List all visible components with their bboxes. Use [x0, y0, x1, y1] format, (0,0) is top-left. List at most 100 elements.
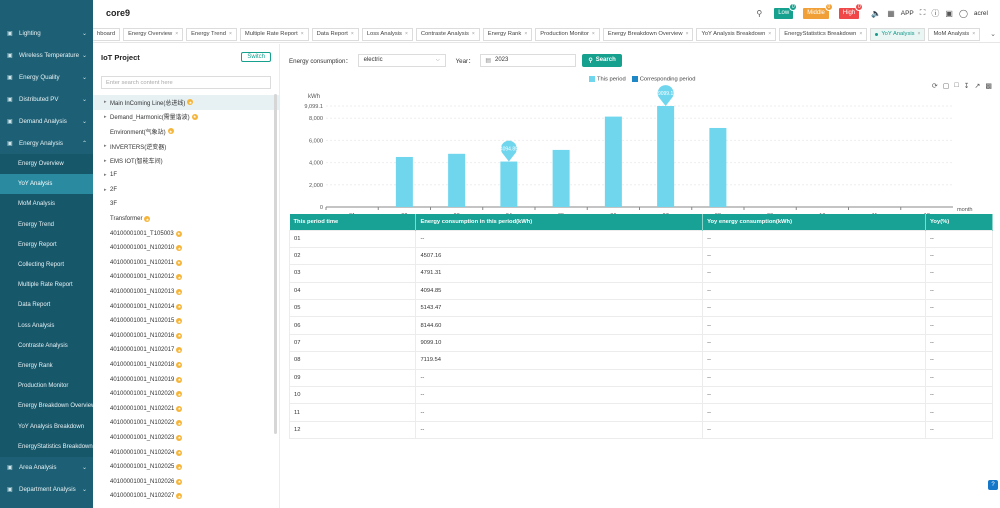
close-icon[interactable]: × [350, 31, 354, 37]
legend-item-this-period[interactable]: This period [589, 76, 626, 83]
sidebar-item-lighting[interactable]: ▣ Lighting ⌄ [0, 22, 93, 44]
tree-node[interactable]: 40100001001_N102021 ★ [93, 401, 279, 416]
sidebar-item-department-analysis[interactable]: ▣ Department Analysis ⌄ [0, 479, 93, 501]
sidebar-subitem-data-report[interactable]: Data Report [0, 295, 93, 316]
tree-node[interactable]: 3F [93, 197, 279, 212]
bar-this-period[interactable] [709, 127, 727, 207]
close-icon[interactable]: × [859, 31, 863, 37]
tab-production-monitor[interactable]: Production Monitor × [535, 27, 600, 41]
favorite-icon[interactable]: ★ [144, 216, 151, 223]
tree-node[interactable]: 40100001001_N102024 ★ [93, 445, 279, 460]
tab-contraste-analysis[interactable]: Contraste Analysis × [415, 27, 480, 41]
favorite-icon[interactable]: ★ [176, 434, 183, 441]
tree-node[interactable]: Transformer ★ [93, 212, 279, 227]
close-icon[interactable]: × [685, 31, 689, 37]
sidebar-subitem-energy-rank[interactable]: Energy Rank [0, 355, 93, 377]
shirt-icon[interactable]: ◯ [958, 8, 968, 18]
sidebar-subitem-production-monitor[interactable]: Production Monitor [0, 376, 93, 397]
notification-icon[interactable]: ▣ [945, 8, 953, 18]
favorite-icon[interactable]: ★ [176, 493, 183, 500]
tree-node[interactable]: 40100001001_N102015 ★ [93, 314, 279, 329]
close-icon[interactable]: × [404, 31, 408, 37]
tree-node[interactable]: 40100001001_N102023 ★ [93, 431, 279, 446]
tab-loss-analysis[interactable]: Loss Analysis × [361, 27, 413, 41]
tree-node[interactable]: 40100001001_N102017 ★ [93, 343, 279, 358]
close-icon[interactable]: × [300, 31, 304, 37]
tree-node[interactable]: 40100001001_N102018 ★ [93, 358, 279, 373]
tree-node[interactable]: 40100001001_N102010 ★ [93, 241, 279, 256]
sidebar-item-energy-analysis[interactable]: ▣ Energy Analysis ⌃ [0, 132, 93, 154]
favorite-icon[interactable]: ★ [176, 274, 183, 281]
tree-node[interactable]: ▸ Main InComing Line(总进线) ★ [93, 95, 279, 110]
tree-node[interactable]: 40100001001_N102026 ★ [93, 474, 279, 489]
favorite-icon[interactable]: ★ [176, 449, 183, 456]
tab-energy-breakdown-overview[interactable]: Energy Breakdown Overview × [602, 27, 694, 41]
tree-node[interactable]: ▸ 2F [93, 183, 279, 198]
tree-node[interactable]: 40100001001_N102019 ★ [93, 372, 279, 387]
app-link[interactable]: APP [900, 9, 914, 17]
tab-mom-analysis[interactable]: MoM Analysis × [928, 27, 981, 41]
caret-right-icon[interactable]: ▸ [104, 172, 107, 179]
alarm-badge-low[interactable]: Low 0 [774, 2, 798, 19]
bar-this-period[interactable] [552, 149, 570, 207]
favorite-icon[interactable]: ★ [176, 245, 183, 252]
bar-chart-icon[interactable]: ▩ [985, 83, 992, 90]
favorite-icon[interactable]: ★ [176, 376, 183, 383]
zoom-reset-icon[interactable]: □ [954, 82, 959, 89]
sidebar-item-distributed-pv[interactable]: ▣ Distributed PV ⌄ [0, 88, 93, 110]
alarm-badge-high[interactable]: High 0 [838, 2, 864, 19]
bar-this-period[interactable] [604, 116, 622, 207]
tree-scrollbar[interactable] [274, 94, 277, 434]
tab-multiple-rate-report[interactable]: Multiple Rate Report × [239, 27, 309, 41]
tree-node[interactable]: 40100001001_N102022 ★ [93, 416, 279, 431]
search-icon[interactable]: ⚲ [756, 8, 763, 18]
download-icon[interactable]: ↧ [963, 83, 970, 90]
close-icon[interactable]: × [471, 31, 475, 37]
favorite-icon[interactable]: ★ [191, 113, 198, 120]
sidebar-item-demand-analysis[interactable]: ▣ Demand Analysis ⌄ [0, 110, 93, 132]
close-icon[interactable]: × [524, 31, 528, 37]
close-icon[interactable]: × [768, 31, 772, 37]
search-button[interactable]: ⚲ Search [582, 53, 622, 67]
sidebar-subitem-energystatistics-breakdown[interactable]: EnergyStatistics Breakdown [0, 436, 93, 457]
sidebar-item-energy-quality[interactable]: ▣ Energy Quality ⌄ [0, 66, 93, 88]
tree-node[interactable]: ▸ INVERTERS(逆变器) [93, 139, 279, 154]
sidebar-item-wireless-temperature[interactable]: ▣ Wireless Temperature ⌄ [0, 44, 93, 66]
tree-node[interactable]: ▸ 1F [93, 168, 279, 183]
bar-this-period[interactable] [500, 161, 518, 207]
tree-node[interactable]: ▸ Demand_Harmonic(需量谐波) ★ [93, 110, 279, 125]
caret-right-icon[interactable]: ▸ [104, 186, 107, 193]
tree-node[interactable]: 40100001001_N102020 ★ [93, 387, 279, 402]
sidebar-subitem-energy-trend[interactable]: Energy Trend [0, 214, 93, 235]
close-icon[interactable]: × [591, 31, 595, 37]
refresh-icon[interactable]: ⟳ [931, 83, 938, 90]
favorite-icon[interactable]: ★ [176, 420, 183, 427]
sidebar-item-area-analysis[interactable]: ▣ Area Analysis ⌄ [0, 457, 93, 479]
tree-node[interactable]: Environment(气象站) ★ [93, 124, 279, 139]
close-icon[interactable]: × [228, 31, 232, 37]
favorite-icon[interactable]: ★ [176, 464, 183, 471]
tab-energy-overview[interactable]: Energy Overview × [123, 27, 184, 41]
tree-search-input[interactable]: Enter search content here [101, 76, 271, 89]
help-icon[interactable]: ? [988, 480, 998, 490]
year-picker[interactable]: ▤ 2023 [480, 53, 577, 67]
line-chart-icon[interactable]: ↗ [974, 83, 981, 90]
favorite-icon[interactable]: ★ [167, 128, 174, 135]
username[interactable]: acrel [973, 9, 988, 17]
sidebar-subitem-yoy-analysis-breakdown[interactable]: YoY Analysis Breakdown [0, 416, 93, 437]
favorite-icon[interactable]: ★ [176, 289, 183, 296]
close-icon[interactable]: × [175, 31, 179, 37]
tab-energy-rank[interactable]: Energy Rank × [482, 27, 533, 41]
tab-energy-trend[interactable]: Energy Trend × [186, 27, 237, 41]
favorite-icon[interactable]: ★ [176, 405, 183, 412]
sidebar-subitem-multiple-rate-report[interactable]: Multiple Rate Report [0, 275, 93, 296]
favorite-icon[interactable]: ★ [176, 332, 183, 339]
tree-node[interactable]: 40100001001_N102013 ★ [93, 285, 279, 300]
speaker-icon[interactable]: 🔈 [871, 8, 882, 18]
favorite-icon[interactable]: ★ [176, 361, 183, 368]
sidebar-subitem-mom-analysis[interactable]: MoM Analysis [0, 194, 93, 215]
close-icon[interactable]: × [972, 31, 976, 37]
close-icon[interactable]: × [917, 31, 921, 37]
favorite-icon[interactable]: ★ [187, 99, 194, 106]
tree-node[interactable]: 40100001001_N102012 ★ [93, 270, 279, 285]
